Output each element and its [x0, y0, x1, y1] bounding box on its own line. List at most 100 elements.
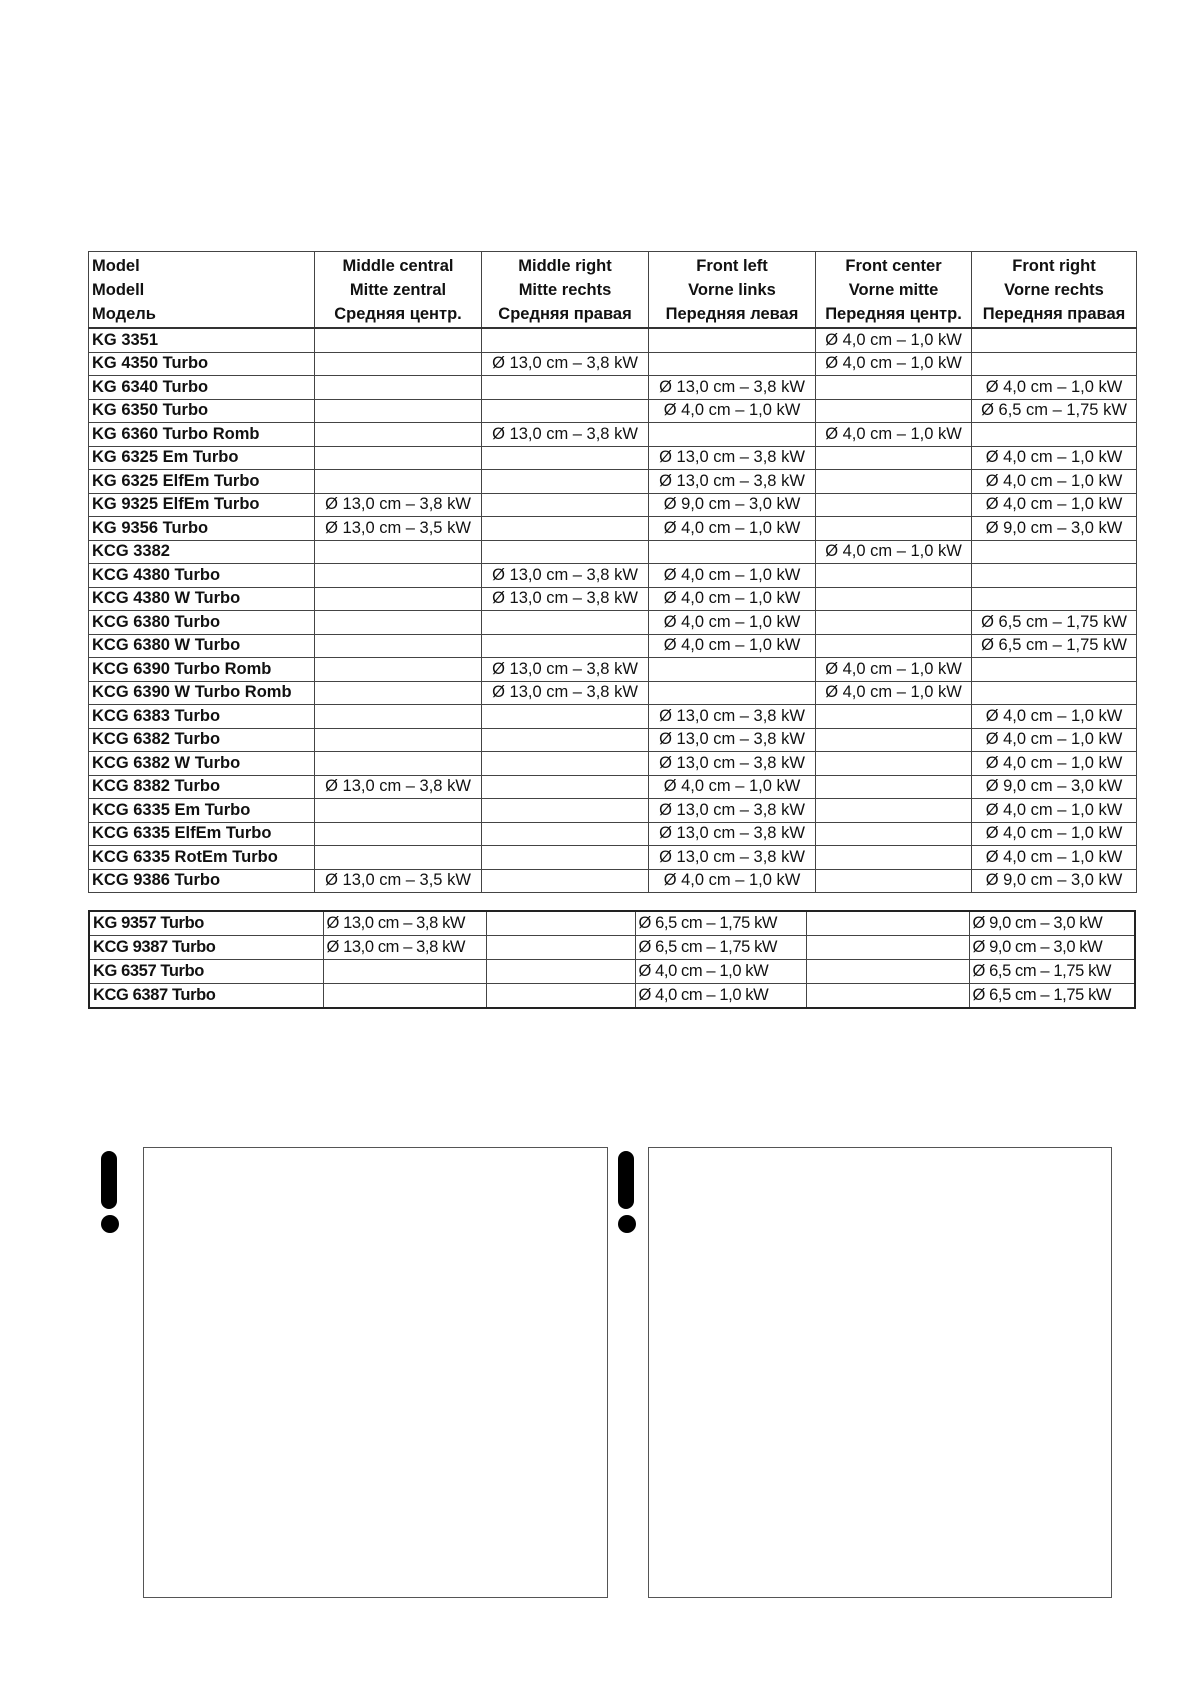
table-row: KCG 9387 Turbo Ø 13,0 cm – 3,8 kW Ø 6,5 cm…	[88, 935, 1136, 960]
burner-cell	[971, 351, 1137, 376]
burner-cell	[314, 469, 482, 494]
burner-cell	[648, 327, 816, 353]
model-cell: KCG 9387 Turbo	[88, 935, 324, 960]
burner-cell: Ø 13,0 cm – 3,8 kW	[648, 845, 816, 870]
burner-cell	[314, 704, 482, 729]
burner-cell	[815, 704, 972, 729]
column-header-line: Vorne mitte	[848, 280, 939, 299]
model-cell: KCG 6380 Turbo	[88, 610, 315, 635]
burner-cell: Ø 13,0 cm – 3,8 kW	[314, 492, 482, 517]
table-row: KG 6360 Turbo Romb Ø 13,0 cm – 3,8 kW Ø 4,…	[88, 422, 1137, 447]
model-cell: KCG 3382	[88, 539, 315, 564]
burner-cell	[314, 657, 482, 682]
table-row: KCG 6387 Turbo Ø 4,0 cm – 1,0 kW Ø 6,5 cm …	[88, 983, 1136, 1009]
table-row: KCG 9386 Turbo Ø 13,0 cm – 3,5 kW Ø 4,0 cm…	[88, 868, 1137, 893]
table-row: KCG 3382 Ø 4,0 cm – 1,0 kW	[88, 539, 1137, 564]
burner-cell	[815, 610, 972, 635]
burner-cell: Ø 4,0 cm – 1,0 kW	[815, 657, 972, 682]
burner-cell: Ø 13,0 cm – 3,8 kW	[648, 469, 816, 494]
burner-cell	[481, 633, 649, 658]
burner-cell: Ø 4,0 cm – 1,0 kW	[634, 959, 807, 984]
table-row: KG 6357 Turbo Ø 4,0 cm – 1,0 kW Ø 6,5 cm –…	[88, 959, 1136, 984]
burner-cell: Ø 13,0 cm – 3,8 kW	[481, 422, 649, 447]
burner-cell	[815, 469, 972, 494]
burner-cell: Ø 4,0 cm – 1,0 kW	[971, 798, 1137, 823]
table-row: KG 6325 ElfEm Turbo Ø 13,0 cm – 3,8 kW Ø 4…	[88, 469, 1137, 494]
burner-cell	[971, 422, 1137, 447]
burner-cell	[314, 351, 482, 376]
column-header: Model Modell Модель	[88, 251, 315, 329]
model-cell: KG 6340 Turbo	[88, 375, 315, 400]
burner-cell	[481, 751, 649, 776]
model-cell: KCG 6335 RotEm Turbo	[88, 845, 315, 870]
burner-cell: Ø 6,5 cm – 1,75 kW	[634, 910, 807, 936]
table-row: KG 6340 Turbo Ø 13,0 cm – 3,8 kW Ø 4,0 cm …	[88, 375, 1137, 400]
burner-cell: Ø 13,0 cm – 3,8 kW	[481, 586, 649, 611]
burner-cell	[314, 821, 482, 846]
burner-cell	[815, 727, 972, 752]
burner-cell: Ø 4,0 cm – 1,0 kW	[971, 845, 1137, 870]
burner-cell	[648, 351, 816, 376]
model-cell: KCG 6335 ElfEm Turbo	[88, 821, 315, 846]
burner-cell	[815, 586, 972, 611]
burner-cell	[481, 492, 649, 517]
burner-cell	[314, 445, 482, 470]
burner-cell	[481, 398, 649, 423]
burner-cell: Ø 4,0 cm – 1,0 kW	[648, 516, 816, 541]
burner-cell	[971, 327, 1137, 353]
burner-cell	[815, 516, 972, 541]
model-cell: KG 6357 Turbo	[88, 959, 324, 984]
burner-cell	[481, 845, 649, 870]
table-row: KG 6325 Em Turbo Ø 13,0 cm – 3,8 kW Ø 4,0 …	[88, 445, 1137, 470]
model-cell: KCG 6387 Turbo	[88, 983, 324, 1009]
column-header-line: Front center	[845, 256, 942, 275]
burner-table-extra: KG 9357 Turbo Ø 13,0 cm – 3,8 kW Ø 6,5 cm …	[88, 910, 1136, 1009]
burner-cell	[815, 868, 972, 893]
burner-cell	[805, 983, 970, 1009]
burner-cell: Ø 4,0 cm – 1,0 kW	[971, 375, 1137, 400]
column-header-line: Front right	[1012, 256, 1096, 275]
burner-cell: Ø 4,0 cm – 1,0 kW	[634, 983, 807, 1009]
burner-cell	[805, 910, 970, 936]
table-row: KCG 6380 W Turbo Ø 4,0 cm – 1,0 kW Ø 6,5 c…	[88, 633, 1137, 658]
burner-cell	[805, 959, 970, 984]
burner-cell: Ø 13,0 cm – 3,5 kW	[314, 516, 482, 541]
burner-cell	[481, 610, 649, 635]
burner-cell	[481, 539, 649, 564]
burner-cell	[481, 445, 649, 470]
burner-cell: Ø 4,0 cm – 1,0 kW	[971, 492, 1137, 517]
model-cell: KG 6360 Turbo Romb	[88, 422, 315, 447]
burner-cell: Ø 13,0 cm – 3,5 kW	[314, 868, 482, 893]
column-header: Front center Vorne mitte Передняя центр.	[815, 251, 972, 329]
burner-cell	[314, 327, 482, 353]
table-row: KCG 6335 RotEm Turbo Ø 13,0 cm – 3,8 kW Ø …	[88, 845, 1137, 870]
burner-cell	[971, 539, 1137, 564]
burner-cell: Ø 13,0 cm – 3,8 kW	[481, 563, 649, 588]
burner-cell	[322, 959, 487, 984]
burner-cell	[314, 563, 482, 588]
burner-cell: Ø 13,0 cm – 3,8 kW	[481, 351, 649, 376]
column-header: Middle central Mitte zentral Средняя центр…	[314, 251, 482, 329]
burner-cell	[481, 469, 649, 494]
burner-cell	[971, 657, 1137, 682]
burner-cell: Ø 13,0 cm – 3,8 kW	[314, 774, 482, 799]
burner-cell	[815, 398, 972, 423]
model-cell: KCG 6382 W Turbo	[88, 751, 315, 776]
burner-cell	[314, 680, 482, 705]
burner-cell	[815, 798, 972, 823]
column-header-line: Передняя центр.	[825, 304, 962, 323]
burner-cell: Ø 4,0 cm – 1,0 kW	[815, 539, 972, 564]
burner-cell	[314, 375, 482, 400]
burner-cell	[971, 563, 1137, 588]
table-row: KG 9356 Turbo Ø 13,0 cm – 3,5 kW Ø 4,0 cm …	[88, 516, 1137, 541]
burner-cell	[481, 704, 649, 729]
burner-cell	[648, 657, 816, 682]
column-header-line: Передняя левая	[665, 304, 799, 323]
burner-cell: Ø 6,5 cm – 1,75 kW	[634, 935, 807, 960]
column-header-line: Middle central	[342, 256, 454, 275]
burner-cell	[971, 680, 1137, 705]
burner-cell: Ø 13,0 cm – 3,8 kW	[481, 657, 649, 682]
burner-cell	[314, 727, 482, 752]
burner-cell: Ø 4,0 cm – 1,0 kW	[815, 680, 972, 705]
burner-cell: Ø 13,0 cm – 3,8 kW	[648, 704, 816, 729]
